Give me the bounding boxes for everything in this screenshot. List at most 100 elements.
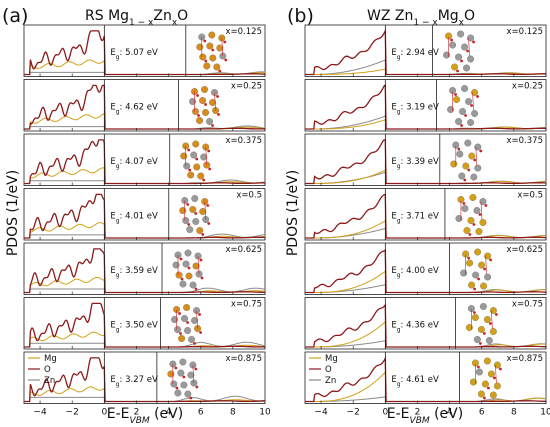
subplot-frame (304, 24, 547, 77)
crystal-structure-icon (469, 357, 502, 400)
composition-label: x=0.5 (517, 191, 543, 201)
band-gap-label: Eg: 5.07 eV (110, 48, 158, 61)
subplot-a-3: Eg: 4.07 eV x=0.375 (23, 133, 266, 186)
x-axis-label-a: E-EVBM (eV) (107, 406, 183, 426)
crystal-structure-icon (179, 195, 211, 236)
subplot-frame (23, 79, 266, 132)
crystal-structure-icon (447, 85, 479, 127)
subplot-frame (23, 133, 266, 186)
series-o-line (305, 193, 547, 239)
composition-label: x=0.25 (231, 82, 262, 92)
x-tick-label: 6 (479, 408, 485, 418)
crystal-structure-icon (180, 140, 212, 182)
crystal-structure-icon (167, 358, 199, 400)
subplot-a-4: Eg: 4.01 eV x=0.5 (23, 188, 266, 241)
subplot-b-4: Eg: 3.71 eV x=0.5 (304, 188, 547, 241)
band-gap-label: Eg: 4.36 eV (391, 320, 439, 333)
x-tick-label: 10 (540, 408, 550, 418)
series-o-line (24, 84, 265, 130)
series-o-line (305, 28, 546, 76)
series-o-line (24, 248, 265, 294)
x-tick-label: 8 (230, 408, 236, 418)
series-o-line (305, 84, 546, 130)
legend-entry-mg: Mg (325, 354, 338, 364)
band-gap-label: Eg: 3.27 eV (110, 375, 158, 388)
legend-entry-mg: Mg (44, 354, 57, 364)
subplot-b-1: Eg: 2.94 eV x=0.125 (304, 24, 547, 77)
series-o-line (305, 249, 546, 294)
legend-entry-zn: Zn (325, 376, 336, 386)
subplot-a-5: Eg: 3.59 eV x=0.625 (23, 242, 266, 295)
band-gap-label: Eg: 3.71 eV (391, 211, 439, 224)
series-o-line (305, 356, 547, 403)
x-tick-label: 8 (511, 408, 517, 418)
series-o-line (24, 30, 265, 76)
crystal-structure-icon (455, 194, 488, 236)
subplot-b-2: Eg: 3.19 eV x=0.25 (304, 79, 547, 132)
x-tick-label: 6 (198, 408, 204, 418)
y-axis-label-a: PDOS (1/eV) (5, 170, 21, 256)
x-tick-label: −2 (347, 408, 360, 418)
series-o-line (24, 193, 265, 239)
composition-label: x=0.875 (226, 354, 263, 364)
x-tick-label: 4 (166, 408, 172, 418)
panel-a-title: RS Mg1 − xZnxO (85, 8, 188, 28)
subplot-frame (304, 133, 547, 186)
series-o-line (305, 303, 547, 348)
composition-label: x=0.375 (226, 136, 263, 146)
band-gap-label: Eg: 4.62 eV (110, 102, 158, 115)
crystal-structure-icon (189, 86, 220, 127)
subplot-a-1: Eg: 5.07 eV x=0.125 (23, 24, 266, 77)
composition-label: x=0.75 (512, 300, 543, 310)
legend-entry-o: O (325, 365, 332, 375)
subplot-frame (304, 351, 547, 404)
composition-label: x=0.125 (507, 27, 544, 37)
band-gap-label: Eg: 4.61 eV (391, 375, 439, 388)
panel-b-label: (b) (287, 5, 314, 27)
subplot-b-5: Eg: 4.00 eV x=0.625 (304, 242, 547, 295)
subplot-frame (304, 188, 547, 241)
composition-label: x=0.625 (226, 245, 263, 255)
legend-entry-zn: Zn (44, 376, 55, 386)
subplot-b-6: Eg: 4.36 eV x=0.75 (304, 297, 547, 350)
x-axis-label-b: E-EVBM (eV) (387, 406, 463, 426)
crystal-structure-icon (172, 249, 204, 291)
x-tick-label: 0 (382, 408, 388, 418)
crystal-structure-icon (443, 30, 475, 73)
crystal-structure-icon (460, 248, 492, 291)
band-gap-label: Eg: 3.39 eV (391, 157, 439, 170)
subplot-b-3: Eg: 3.39 eV x=0.375 (304, 133, 547, 186)
x-tick-label: 0 (101, 408, 107, 418)
subplot-frame (304, 242, 547, 295)
x-tick-label: 4 (447, 408, 453, 418)
panel-a-label: (a) (2, 5, 28, 27)
composition-label: x=0.5 (236, 191, 262, 201)
band-gap-label: Eg: 4.07 eV (110, 157, 158, 170)
x-tick-label: 2 (415, 408, 421, 418)
subplot-a-6: Eg: 3.50 eV x=0.75 (23, 297, 266, 350)
crystal-structure-icon (450, 139, 483, 182)
x-tick-label: 2 (134, 408, 140, 418)
composition-label: x=0.375 (507, 136, 544, 146)
band-gap-label: Eg: 3.59 eV (110, 266, 158, 279)
crystal-structure-icon (465, 303, 498, 345)
composition-label: x=0.125 (226, 27, 263, 37)
subplot-frame (304, 297, 547, 350)
series-o-line (24, 357, 265, 403)
series-o-line (24, 139, 265, 185)
series-o-line (305, 139, 547, 185)
panel-b-title: WZ Zn1 − xMgxO (367, 8, 475, 28)
band-gap-label: Eg: 3.50 eV (110, 320, 158, 333)
y-axis-label-b: PDOS (1/eV) (285, 170, 301, 256)
subplot-frame (23, 242, 266, 295)
composition-label: x=0.875 (507, 354, 544, 364)
subplot-frame (304, 79, 547, 132)
band-gap-label: Eg: 3.19 eV (391, 102, 439, 115)
series-o-line (24, 302, 265, 348)
crystal-structure-icon (196, 31, 228, 73)
